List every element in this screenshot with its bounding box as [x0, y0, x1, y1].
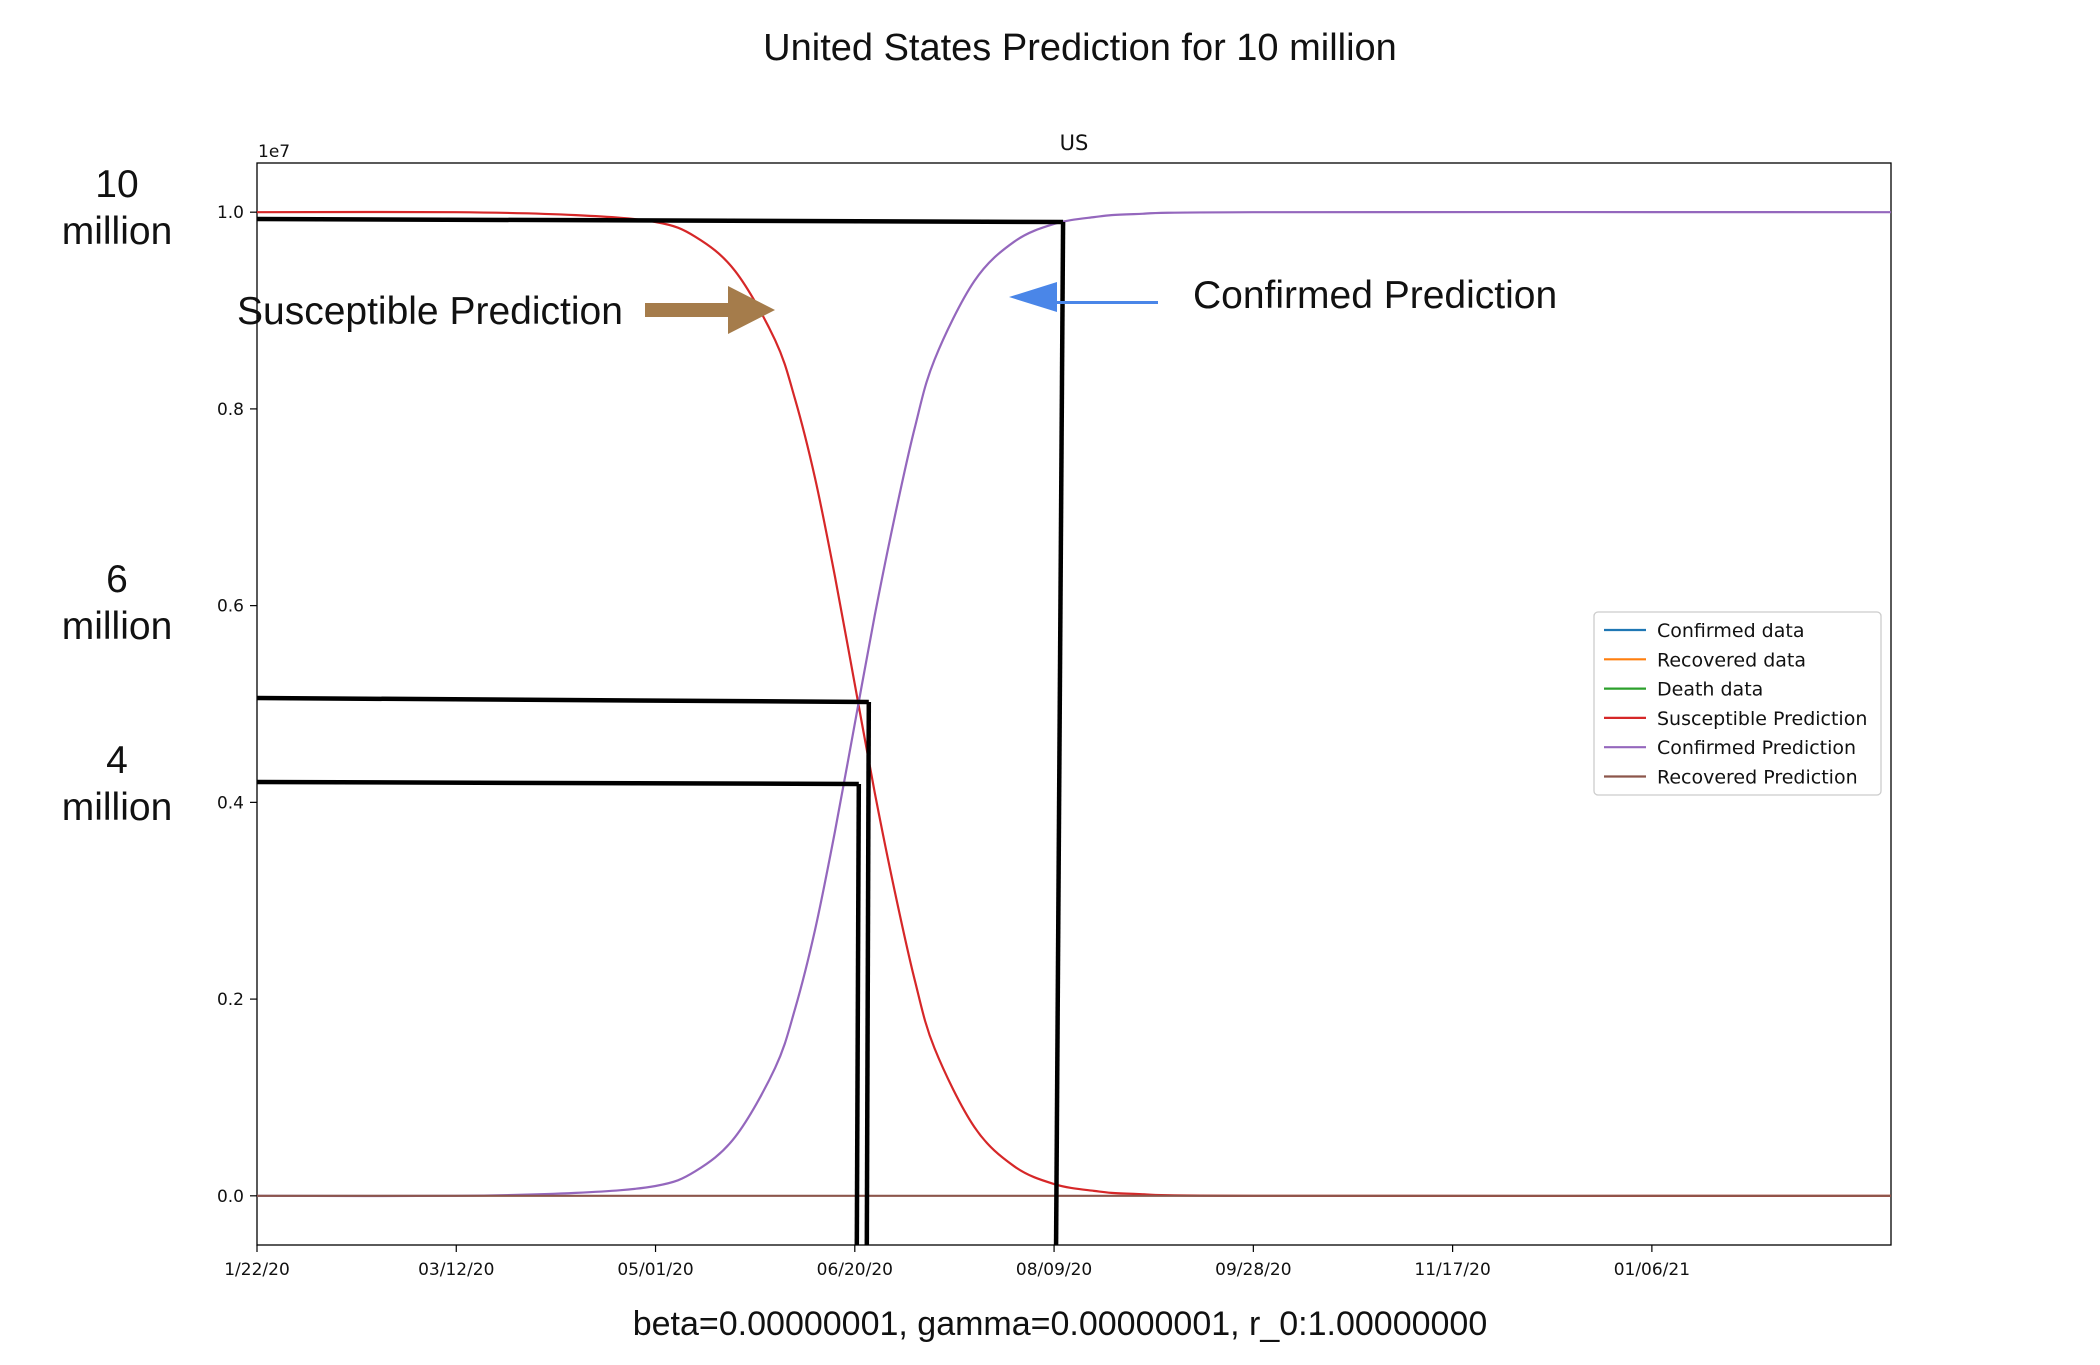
y-tick-label: 0.2	[217, 990, 244, 1010]
series-lines	[256, 210, 1892, 1198]
confirmed-arrow-icon	[1009, 282, 1158, 312]
annotation-arrows: Susceptible Prediction Confirmed Predicti…	[237, 274, 1557, 334]
x-tick-label: 03/12/20	[418, 1260, 494, 1280]
side-label-number: 10	[95, 163, 138, 206]
series-line-susceptible-prediction	[256, 210, 1892, 1198]
annotation-line-low-drop	[854, 783, 862, 1246]
axes-title: US	[1060, 131, 1089, 155]
x-tick-label: 08/09/20	[1016, 1260, 1092, 1280]
x-tick-label: 01/06/21	[1614, 1260, 1690, 1280]
annotation-line-aug	[1053, 221, 1066, 1246]
legend-label-recovered-data: Recovered data	[1657, 649, 1806, 671]
y-tick-label: 0.0	[217, 1187, 244, 1207]
annotation-line-cross-drop	[864, 701, 872, 1246]
parameters-caption: beta=0.00000001, gamma=0.00000001, r_0:1…	[633, 1305, 1488, 1343]
legend-label-susceptible-prediction: Susceptible Prediction	[1657, 708, 1867, 730]
series-line-confirmed-prediction	[256, 210, 1892, 1198]
side-label-unit: million	[62, 210, 173, 253]
confirmed-prediction-label: Confirmed Prediction	[1193, 274, 1557, 317]
x-tick-label: 11/17/20	[1414, 1260, 1490, 1280]
legend-label-death-data: Death data	[1657, 679, 1763, 701]
y-tick-label: 1.0	[217, 203, 244, 223]
annotation-line-cross	[256, 695, 869, 705]
susceptible-arrow-icon	[645, 286, 775, 334]
x-tick-label: 05/01/20	[617, 1260, 693, 1280]
x-tick-label: 06/20/20	[817, 1260, 893, 1280]
side-label-unit: million	[62, 786, 173, 829]
legend-box	[1593, 611, 1882, 796]
figure-title: United States Prediction for 10 million	[763, 27, 1397, 69]
legend-label-recovered-prediction: Recovered Prediction	[1657, 767, 1858, 789]
side-label-number: 4	[106, 739, 128, 782]
x-tick-label: 1/22/20	[224, 1260, 290, 1280]
x-tick-label: 09/28/20	[1215, 1260, 1291, 1280]
axis-ticks: 0.0 0.2 0.4 0.6 0.8 1.0 1/22/20 03/12/20 05/01/2…	[217, 203, 1690, 1280]
plot-area	[256, 162, 1892, 1246]
legend-label-confirmed-data: Confirmed data	[1657, 620, 1804, 642]
susceptible-prediction-label: Susceptible Prediction	[237, 290, 623, 333]
legend: Confirmed data Recovered data Death data Su…	[1593, 611, 1882, 796]
plot-frame	[256, 162, 1892, 1246]
annotation-line-low	[256, 779, 859, 787]
side-label-unit: million	[62, 605, 173, 648]
annotation-lines	[256, 216, 1066, 1246]
y-tick-label: 0.6	[217, 597, 244, 617]
side-label-number: 6	[106, 558, 128, 601]
y-axis-offset-label: 1e7	[258, 142, 290, 162]
y-tick-label: 0.8	[217, 400, 244, 420]
y-tick-label: 0.4	[217, 793, 244, 813]
annotation-line-top	[256, 216, 1064, 225]
legend-label-confirmed-prediction: Confirmed Prediction	[1657, 737, 1856, 759]
